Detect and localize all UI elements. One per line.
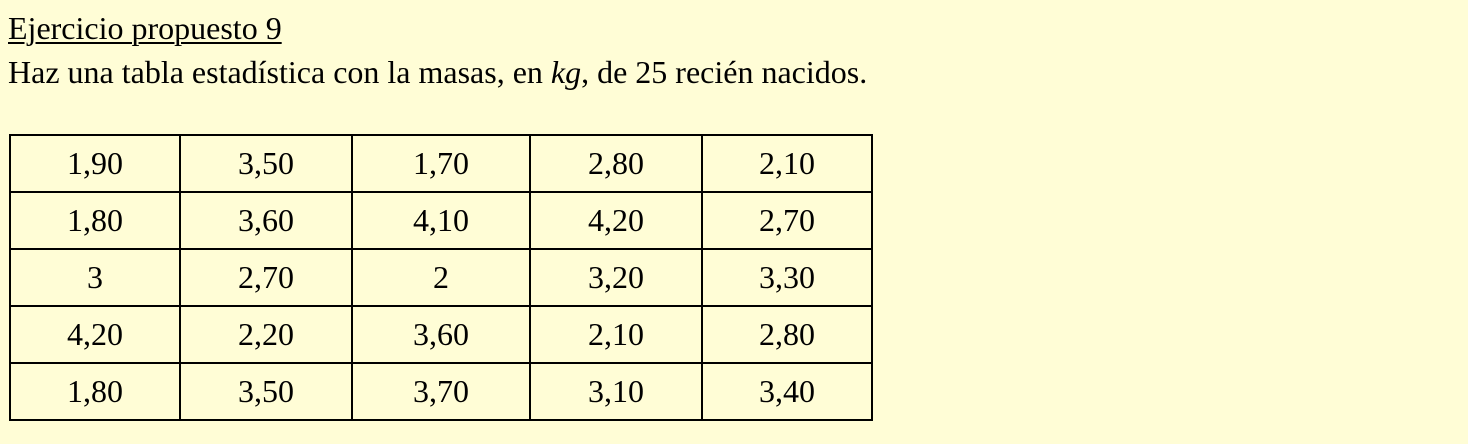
table-row: 1,90 3,50 1,70 2,80 2,10: [9, 134, 873, 193]
table-row: 3 2,70 2 3,20 3,30: [9, 248, 873, 307]
table-cell: 3,50: [179, 362, 353, 421]
table-cell: 3,10: [529, 362, 703, 421]
exercise-title: Ejercicio propuesto 9: [8, 10, 282, 46]
table-cell: 3: [9, 248, 181, 307]
table-cell: 2,80: [701, 305, 873, 364]
statement-text: Haz una tabla estadística con la masas, …: [8, 54, 551, 90]
table-cell: 3,20: [529, 248, 703, 307]
table-cell: 3,70: [351, 362, 531, 421]
table-cell: 1,80: [9, 362, 181, 421]
table-cell: 1,80: [9, 191, 181, 250]
table-row: 4,20 2,20 3,60 2,10 2,80: [9, 305, 873, 364]
unit: kg: [550, 54, 582, 90]
table-cell: 4,20: [529, 191, 703, 250]
table-cell: 2,80: [529, 134, 703, 193]
table-cell: 3,60: [179, 191, 353, 250]
data-table: 1,90 3,50 1,70 2,80 2,10 1,80 3,60 4,10 4,20 2,70…: [9, 134, 873, 421]
table-row: 1,80 3,60 4,10 4,20 2,70: [9, 191, 873, 250]
table-cell: 2,70: [179, 248, 353, 307]
table-cell: 1,90: [9, 134, 181, 193]
table-cell: 2,20: [179, 305, 353, 364]
table-cell: 4,20: [9, 305, 181, 364]
table-cell: 2,10: [529, 305, 703, 364]
table-cell: 3,30: [701, 248, 873, 307]
table-cell: 2,70: [701, 191, 873, 250]
table-cell: 3,60: [351, 305, 531, 364]
table-cell: 4,10: [351, 191, 531, 250]
table-row: 1,80 3,50 3,70 3,10 3,40: [9, 362, 873, 421]
table-cell: 3,50: [179, 134, 353, 193]
exercise-statement: Haz una tabla estadística con la masas, …: [8, 52, 867, 92]
statement-text-end: , de 25 recién nacidos.: [581, 54, 868, 90]
table-cell: 2,10: [701, 134, 873, 193]
table-cell: 1,70: [351, 134, 531, 193]
table-cell: 2: [351, 248, 531, 307]
table-cell: 3,40: [701, 362, 873, 421]
